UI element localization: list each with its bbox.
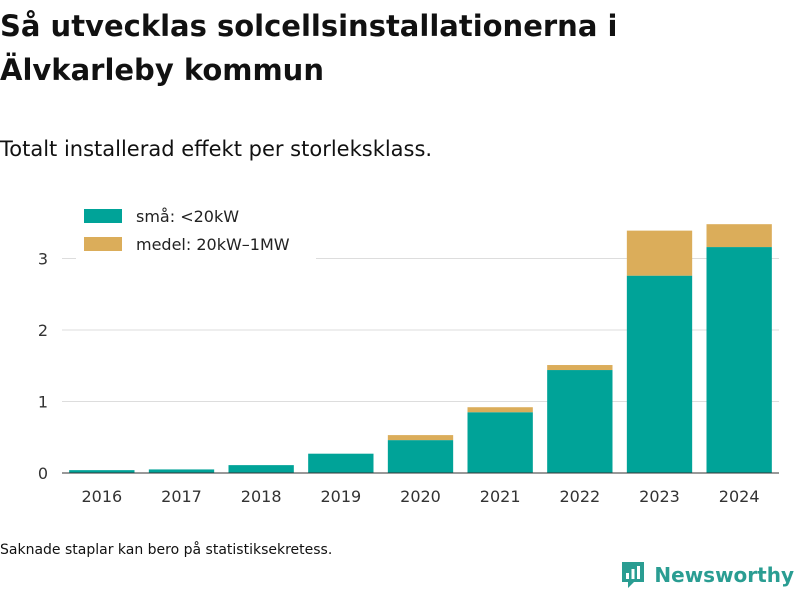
x-tick-label: 2018 (241, 487, 282, 506)
newsworthy-logo: Newsworthy (620, 560, 794, 590)
bars (69, 224, 772, 473)
legend-label: medel: 20kW–1MW (136, 235, 290, 254)
x-tick-label: 2022 (559, 487, 600, 506)
bar-sma-2017 (148, 469, 215, 473)
chart-subtitle: Totalt installerad effekt per storlekskl… (0, 137, 433, 161)
bar-sma-2016 (69, 470, 135, 473)
y-tick-label: 2 (38, 321, 48, 340)
bar-medel-2023 (626, 230, 693, 276)
bar-chart: 0 1 2 3 2016 2017 2018 2019 2020 2021 2022 2023 2024… (38, 200, 779, 506)
bar-sma-2021 (467, 412, 533, 473)
legend-label: små: <20kW (136, 207, 239, 226)
x-tick-label: 2016 (81, 487, 122, 506)
bar-chart-logo-icon (622, 562, 645, 588)
x-tick-label: 2017 (161, 487, 202, 506)
bar-sma-2018 (228, 465, 294, 473)
legend-swatch (84, 209, 122, 223)
chart-title: Så utvecklas solcellsinstallationerna i … (0, 9, 618, 87)
x-tick-label: 2021 (480, 487, 521, 506)
axes: 0 1 2 3 2016 2017 2018 2019 2020 2021 2022 2023 2024 (38, 250, 779, 506)
bar-sma-2023 (626, 275, 693, 473)
legend-swatch (84, 237, 122, 251)
x-tick-label: 2019 (320, 487, 361, 506)
bar-medel-2021 (467, 407, 533, 413)
bar-medel-2020 (387, 435, 454, 441)
bar-sma-2024 (706, 247, 772, 473)
bar-sma-2020 (387, 440, 454, 473)
legend: små: <20kW medel: 20kW–1MW (76, 200, 316, 260)
x-tick-label: 2024 (719, 487, 760, 506)
x-tick-label: 2020 (400, 487, 441, 506)
bar-medel-2022 (547, 365, 613, 371)
bar-medel-2024 (706, 224, 772, 248)
bar-sma-2019 (308, 453, 374, 473)
x-tick-label: 2023 (639, 487, 680, 506)
y-tick-label: 1 (38, 393, 48, 412)
bar-sma-2022 (547, 370, 613, 473)
y-tick-label: 0 (38, 464, 48, 483)
brand-name: Newsworthy (654, 563, 794, 587)
y-tick-label: 3 (38, 250, 48, 269)
footnote: Saknade staplar kan bero på statistiksek… (0, 542, 333, 558)
